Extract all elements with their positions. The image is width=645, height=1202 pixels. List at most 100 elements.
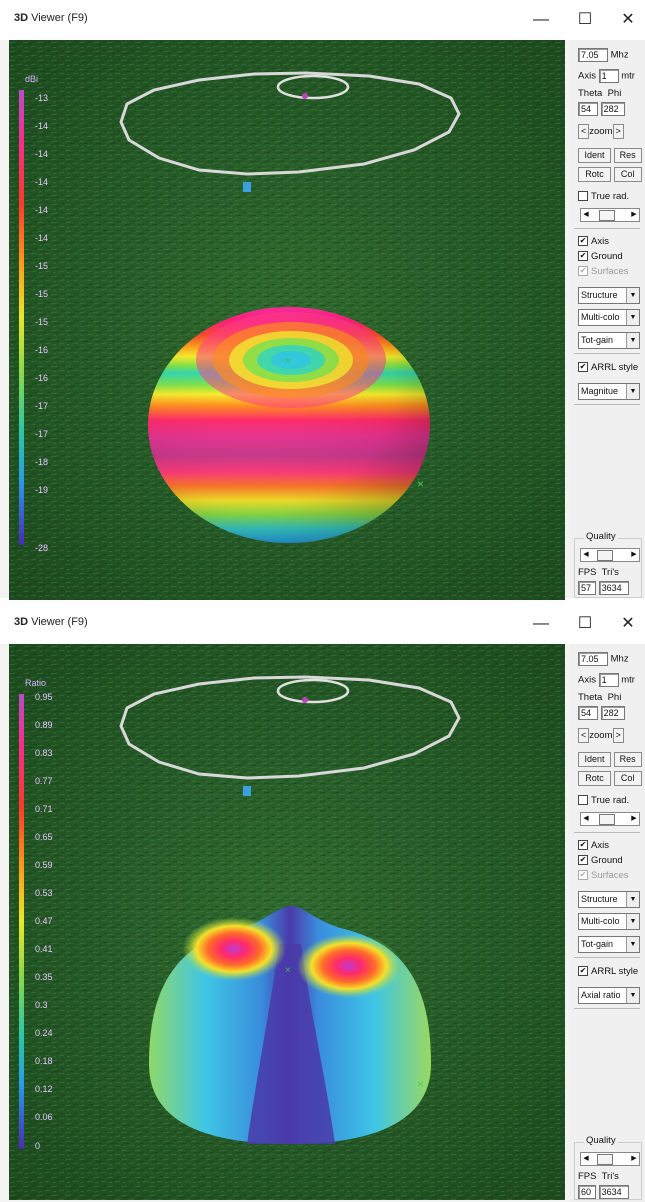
legend-tick: 0.06: [35, 1112, 53, 1122]
minimize-icon[interactable]: —: [533, 11, 549, 28]
ident-button[interactable]: Ident: [578, 752, 611, 767]
rotc-button[interactable]: Rotc: [578, 167, 611, 182]
close-icon[interactable]: ✕: [621, 615, 635, 632]
slider-left-icon[interactable]: ◀: [583, 211, 589, 218]
true-rad-checkbox[interactable]: [578, 795, 588, 806]
legend-tick: 0.95: [35, 692, 53, 702]
feed-point-marker: [302, 93, 308, 99]
hotspot-left: [182, 917, 286, 981]
rotation-slider[interactable]: ◀ ▶: [580, 812, 640, 826]
rotation-slider[interactable]: ◀ ▶: [580, 208, 640, 222]
ground-check-label: Ground: [591, 251, 623, 262]
hotspot-right: [297, 934, 401, 998]
legend-tick: -28: [35, 543, 49, 553]
slider-thumb[interactable]: [597, 550, 613, 561]
theta-input[interactable]: 54: [578, 102, 598, 116]
slider-left-icon[interactable]: ◀: [583, 551, 589, 558]
ident-button[interactable]: Ident: [578, 148, 611, 163]
center-axis-marker: ×: [285, 965, 291, 976]
close-icon[interactable]: ✕: [621, 11, 635, 28]
legend-title: Ratio: [25, 678, 47, 688]
load-marker: [243, 786, 251, 796]
gain-mode-combo[interactable]: Tot-gain ▼: [578, 936, 640, 953]
chevron-down-icon[interactable]: ▼: [626, 988, 639, 1003]
viewer-window-1: 3D Viewer (F9) — ☐ ✕: [0, 0, 645, 600]
ground-checkbox[interactable]: ✔: [578, 855, 588, 866]
slider-right-icon[interactable]: ▶: [631, 815, 637, 822]
legend-tick: -14: [35, 121, 49, 131]
chevron-down-icon[interactable]: ▼: [626, 288, 639, 303]
col-button[interactable]: Col: [613, 771, 642, 786]
antenna-loop-wire: [119, 71, 461, 176]
structure-combo[interactable]: Structure ▼: [578, 287, 640, 304]
maximize-icon[interactable]: ☐: [577, 615, 593, 632]
legend-tick: 0.77: [35, 776, 53, 786]
phi-input[interactable]: 282: [600, 102, 625, 116]
color-mode-combo[interactable]: Multi-colo ▼: [578, 309, 640, 326]
legend-tick: 0.35: [35, 972, 53, 982]
ground-checkbox[interactable]: ✔: [578, 251, 588, 262]
frequency-unit: Mhz: [610, 653, 629, 665]
legend-tick: 0.83: [35, 748, 53, 758]
3d-viewport[interactable]: × × Ratio 0.95 0.89 0.83 0.77 0.71 0.65 …: [9, 644, 565, 1200]
col-button[interactable]: Col: [613, 167, 642, 182]
antenna-loop-wire: [119, 675, 461, 780]
arrl-style-checkbox[interactable]: ✔: [578, 362, 588, 373]
chevron-down-icon[interactable]: ▼: [626, 384, 639, 399]
res-button[interactable]: Res: [613, 148, 642, 163]
axis-label: Axis: [578, 674, 596, 686]
arrl-style-checkbox[interactable]: ✔: [578, 966, 588, 977]
axis-checkbox[interactable]: ✔: [578, 236, 588, 247]
antenna-small-loop: [276, 678, 350, 704]
color-mode-combo[interactable]: Multi-colo ▼: [578, 913, 640, 930]
legend-tick: -17: [35, 429, 49, 439]
legend-tick: -15: [35, 317, 49, 327]
magnitude-combo[interactable]: Magnitue ▼: [578, 383, 640, 400]
axial-ratio-combo[interactable]: Axial ratio ▼: [578, 987, 640, 1004]
frequency-input[interactable]: 7.05: [578, 48, 608, 62]
surfaces-checkbox: ✔: [578, 266, 588, 277]
zoom-label: zoom: [589, 730, 613, 742]
true-rad-label: True rad.: [591, 795, 630, 806]
slider-thumb[interactable]: [599, 814, 615, 825]
frequency-input[interactable]: 7.05: [578, 652, 608, 666]
slider-thumb[interactable]: [599, 210, 615, 221]
structure-combo[interactable]: Structure ▼: [578, 891, 640, 908]
ground-check-label: Ground: [591, 855, 623, 866]
slider-left-icon[interactable]: ◀: [583, 815, 589, 822]
slider-thumb[interactable]: [597, 1154, 613, 1165]
zoom-in-button[interactable]: >: [612, 728, 624, 743]
slider-right-icon[interactable]: ▶: [631, 551, 637, 558]
slider-left-icon[interactable]: ◀: [583, 1155, 589, 1162]
legend-tick: 0.53: [35, 888, 53, 898]
theta-input[interactable]: 54: [578, 706, 598, 720]
axis-length-input[interactable]: 1: [598, 673, 619, 687]
phi-input[interactable]: 282: [600, 706, 625, 720]
chevron-down-icon[interactable]: ▼: [626, 937, 639, 952]
slider-right-icon[interactable]: ▶: [631, 211, 637, 218]
chevron-down-icon[interactable]: ▼: [626, 914, 639, 929]
color-legend-bar: [19, 90, 24, 545]
minimize-icon[interactable]: —: [533, 615, 549, 632]
3d-viewport[interactable]: × × dBi -13 -14 -14 -14 -14 -14 -15 -15 …: [9, 40, 565, 600]
legend-tick: 0.41: [35, 944, 53, 954]
gain-mode-combo[interactable]: Tot-gain ▼: [578, 332, 640, 349]
zoom-in-button[interactable]: >: [612, 124, 624, 139]
true-rad-checkbox[interactable]: [578, 191, 588, 202]
chevron-down-icon[interactable]: ▼: [626, 310, 639, 325]
slider-right-icon[interactable]: ▶: [631, 1155, 637, 1162]
chevron-down-icon[interactable]: ▼: [626, 333, 639, 348]
zoom-out-button[interactable]: <: [578, 124, 590, 139]
quality-slider[interactable]: ◀ ▶: [580, 1152, 640, 1166]
legend-tick: 0.71: [35, 804, 53, 814]
axis-checkbox[interactable]: ✔: [578, 840, 588, 851]
zoom-out-button[interactable]: <: [578, 728, 590, 743]
res-button[interactable]: Res: [613, 752, 642, 767]
maximize-icon[interactable]: ☐: [577, 11, 593, 28]
chevron-down-icon[interactable]: ▼: [626, 892, 639, 907]
axis-length-input[interactable]: 1: [598, 69, 619, 83]
rotc-button[interactable]: Rotc: [578, 771, 611, 786]
quality-slider[interactable]: ◀ ▶: [580, 548, 640, 562]
legend-title: dBi: [25, 74, 39, 84]
legend-tick: -15: [35, 289, 49, 299]
